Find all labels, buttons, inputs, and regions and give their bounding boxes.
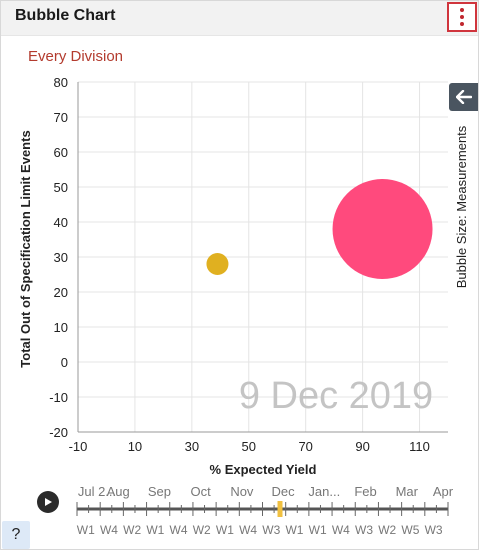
timeline-week-label: W3 [425,523,443,537]
timeline-month-label: Jul 2... [78,484,116,499]
timeline-month-label: Feb [354,484,376,499]
timeline-week-label: W5 [401,523,419,537]
y-tick-label: 70 [54,110,68,125]
x-tick-labels: -10 10 30 50 70 90 110 [69,439,430,454]
x-tick-label: 90 [355,439,369,454]
x-tick-label: 30 [185,439,199,454]
y-tick-label: -10 [49,390,68,405]
help-button[interactable]: ? [2,521,30,549]
bubbles [206,179,433,279]
play-icon [45,498,52,506]
timeline-week-label: W4 [332,523,350,537]
side-panel-toggle-button[interactable] [449,83,478,111]
timeline-week-label: W1 [216,523,234,537]
y-tick-label: 0 [61,355,68,370]
y-tick-label: 30 [54,250,68,265]
y-tick-label: 80 [54,75,68,90]
y-tick-label: 20 [54,285,68,300]
timeline-month-label: Apr [433,484,454,499]
play-button[interactable] [37,491,59,513]
timeline-handle[interactable] [277,501,283,517]
timeline-month-label: Dec [272,484,296,499]
more-vertical-icon-dot [460,15,464,19]
timeline-week-label: W3 [262,523,280,537]
y-tick-labels: 80 70 60 50 40 30 20 10 0 -10 -20 [49,75,68,440]
more-vertical-icon-dot [460,22,464,26]
timeline-week-label: W2 [193,523,211,537]
bubble[interactable] [206,253,229,275]
y-tick-label: 40 [54,215,68,230]
timeline-week-label: W2 [123,523,141,537]
y-tick-label: 50 [54,180,68,195]
date-watermark: 9 Dec 2019 [239,375,433,417]
arrow-left-icon [455,90,472,104]
x-tick-label: 70 [298,439,312,454]
panel-header: Bubble Chart [1,1,478,36]
timeline-month-label: Nov [230,484,254,499]
timeline-week-label: W4 [100,523,118,537]
y-tick-label: 10 [54,320,68,335]
x-tick-label: -10 [69,439,88,454]
timeline-week-label: W2 [378,523,396,537]
filter-subtitle: Every Division [28,48,124,65]
more-vertical-icon [460,8,464,12]
y-tick-label: 60 [54,145,68,160]
timeline-month-label: Aug [107,484,130,499]
x-tick-label: 10 [128,439,142,454]
timeline-week-label: W1 [146,523,164,537]
timeline-week-label: W1 [285,523,303,537]
timeline-month-label: Sep [148,484,171,499]
timeline-slider[interactable]: W1 W4 W2 W1 W4 W2 W1 W4 W3 W1 W1 W4 W3 W2 W5 W3 Jul 2...… [76,484,454,537]
x-tick-label: 110 [409,439,430,454]
timeline-month-label: Jan... [308,484,340,499]
timeline-week-label: W4 [239,523,257,537]
timeline-week-label: W1 [77,523,95,537]
timeline-month-label: Oct [191,484,212,499]
timeline-week-label: W4 [170,523,188,537]
bubble[interactable] [332,179,433,279]
y-tick-label: -20 [49,425,68,440]
x-axis-label: % Expected Yield [209,462,317,477]
timeline-week-label: W1 [309,523,327,537]
timeline-month-label: Mar [396,484,419,499]
timeline-week-label: W3 [355,523,373,537]
more-options-button[interactable] [447,2,477,32]
panel-title: Bubble Chart [15,7,116,24]
x-tick-label: 50 [242,439,256,454]
